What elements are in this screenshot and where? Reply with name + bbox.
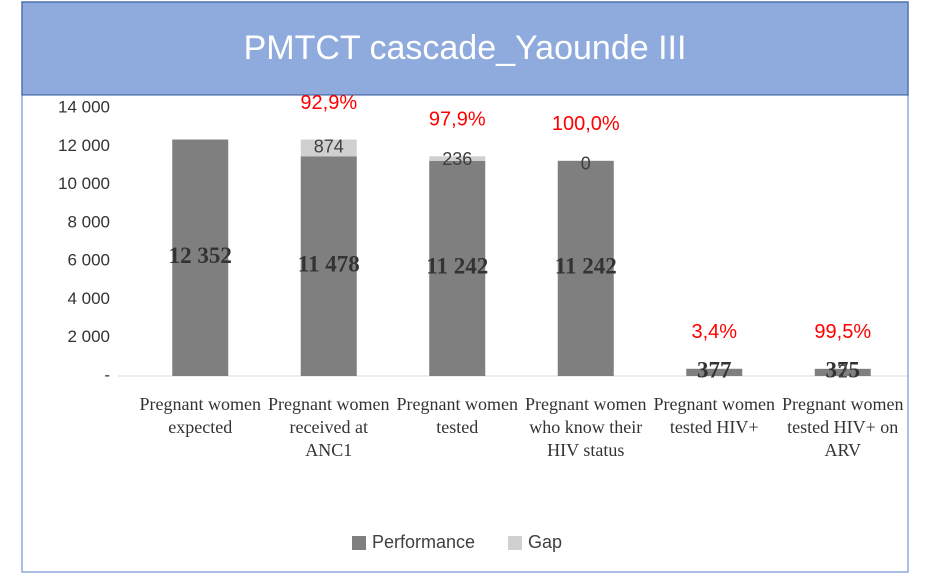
rate-label: 100,0%: [552, 113, 620, 135]
bar-segment: [172, 139, 229, 376]
x-tick-label: Pregnant women received at ANC1: [268, 394, 390, 460]
bar-segment: [429, 160, 486, 376]
rate-label: 92,9%: [300, 92, 357, 114]
value-label: 375: [826, 358, 861, 383]
y-tick-label: 14 000: [58, 97, 110, 116]
value-label: 11 242: [426, 254, 488, 279]
bar-segment: [300, 139, 357, 157]
gap-label: 874: [314, 137, 344, 157]
y-tick-label: 10 000: [58, 174, 110, 193]
legend-label: Gap: [528, 532, 562, 552]
y-tick-label: 4 000: [67, 289, 110, 308]
y-tick-label: 12 000: [58, 136, 110, 155]
rate-label: 99,5%: [814, 321, 871, 343]
value-label: 11 242: [555, 254, 617, 279]
chart-title: PMTCT cascade_Yaounde III: [244, 29, 687, 67]
bar-segment: [300, 156, 357, 376]
y-tick-label: 2 000: [67, 327, 110, 346]
legend-swatch: [352, 536, 366, 550]
gap-label: 0: [581, 154, 591, 174]
value-label: 377: [697, 358, 732, 383]
bar-segment: [429, 156, 486, 161]
x-tick-label: Pregnant women expected: [139, 394, 261, 437]
x-tick-label: Pregnant women tested: [396, 394, 518, 437]
rate-label: 3,4%: [691, 321, 737, 343]
x-tick-label: Pregnant women who know their HIV status: [525, 394, 647, 460]
legend-label: Performance: [372, 532, 475, 552]
bar-segment: [814, 368, 871, 376]
y-tick-label: 8 000: [67, 212, 110, 231]
x-tick-label: Pregnant women tested HIV+: [653, 394, 775, 437]
title-band: [21, 1, 909, 96]
legend-swatch: [508, 536, 522, 550]
y-tick-label: 6 000: [67, 251, 110, 270]
bar-segment: [686, 368, 743, 376]
gap-label: 2: [838, 362, 848, 382]
value-label: 11 478: [298, 251, 360, 276]
x-tick-label: Pregnant women tested HIV+ on ARV: [782, 394, 904, 460]
value-label: 12 352: [169, 243, 232, 268]
gap-label: 236: [442, 149, 472, 169]
bar-segment: [557, 160, 614, 376]
rate-label: 97,9%: [429, 109, 486, 131]
y-tick-label: -: [104, 365, 110, 384]
